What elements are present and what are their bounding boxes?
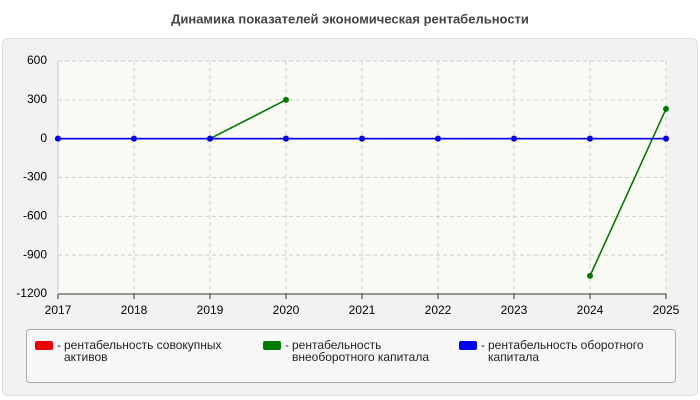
legend-label: рентабельность оборотного капитала	[488, 338, 644, 364]
data-point	[283, 96, 289, 103]
x-tick-label: 2022	[425, 303, 452, 317]
data-point	[359, 135, 365, 142]
legend-swatch	[263, 341, 281, 350]
legend-dash: -	[285, 338, 289, 352]
y-tick-label: 600	[27, 53, 47, 67]
series-line	[209, 99, 667, 277]
x-tick-label: 2021	[349, 303, 376, 317]
x-tick-label: 2019	[197, 303, 224, 317]
y-tick-label: 300	[27, 92, 47, 106]
legend-label: рентабельность внеоборотного капитала	[292, 338, 429, 364]
legend-item: - рентабельность совокупных активов	[35, 339, 245, 363]
legend: - рентабельность совокупных активов - рен…	[26, 329, 676, 383]
data-point	[663, 135, 669, 142]
x-tick-label: 2018	[121, 303, 148, 317]
legend-item: - рентабельность оборотного капитала	[459, 339, 669, 363]
y-tick-label: -1200	[16, 286, 47, 300]
data-point	[435, 135, 441, 142]
data-point	[283, 135, 289, 142]
y-tick-label: -300	[23, 170, 47, 184]
data-point	[131, 135, 137, 142]
chart-title: Динамика показателей экономическая рента…	[171, 11, 529, 26]
data-point	[663, 105, 669, 112]
data-point	[207, 135, 213, 142]
data-point	[587, 272, 593, 279]
y-tick-label: -900	[23, 247, 47, 261]
x-tick-label: 2020	[273, 303, 300, 317]
legend-dash: -	[481, 338, 485, 352]
legend-swatch	[35, 341, 53, 350]
legend-item: - рентабельность внеоборотного капитала	[263, 339, 443, 363]
legend-label: рентабельность совокупных активов	[64, 338, 222, 364]
legend-swatch	[459, 341, 477, 350]
y-tick-label: -600	[23, 209, 47, 223]
data-point	[587, 135, 593, 142]
legend-dash: -	[57, 338, 61, 352]
x-tick-label: 2023	[501, 303, 528, 317]
y-tick-label: 0	[40, 131, 47, 145]
data-point	[511, 135, 517, 142]
data-point	[55, 135, 61, 142]
x-tick-label: 2025	[653, 303, 680, 317]
x-tick-label: 2024	[577, 303, 604, 317]
x-tick-label: 2017	[45, 303, 72, 317]
